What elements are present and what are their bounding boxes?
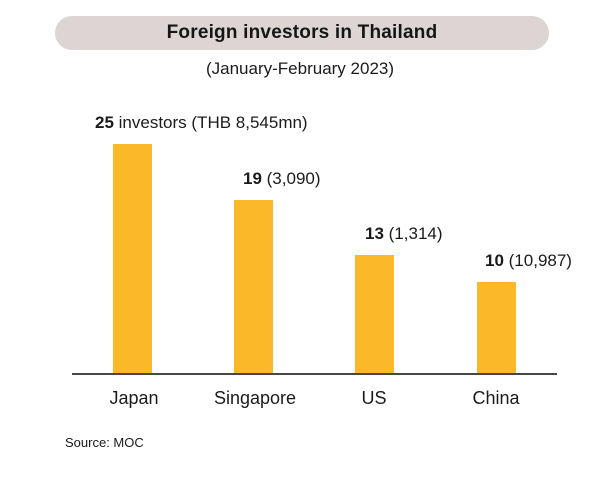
- bar-value-count-us: 13: [365, 224, 384, 243]
- bar-value-label-china: 10 (10,987): [485, 251, 572, 271]
- bar-japan: [113, 144, 152, 374]
- chart-title-pill: Foreign investors in Thailand: [55, 16, 549, 50]
- bar-value-detail-singapore: (3,090): [261, 169, 321, 188]
- source-note: Source: MOC: [65, 435, 144, 450]
- bar-value-label-singapore: 19 (3,090): [243, 169, 321, 189]
- bar-value-count-japan: 25: [95, 113, 114, 132]
- bar-value-detail-us: (1,314): [383, 224, 443, 243]
- bar-us: [355, 255, 394, 374]
- x-axis-line: [72, 373, 557, 375]
- bar-value-label-japan: 25 investors (THB 8,545mn): [95, 113, 308, 133]
- category-label-china: China: [472, 388, 520, 408]
- category-label-us: US: [361, 388, 387, 408]
- category-label-japan: Japan: [109, 388, 159, 408]
- category-label-singapore: Singapore: [213, 388, 297, 408]
- bar-value-detail-china: (10,987): [503, 251, 572, 270]
- bar-value-count-china: 10: [485, 251, 504, 270]
- bar-value-count-singapore: 19: [243, 169, 262, 188]
- bar-china: [477, 282, 516, 374]
- bar-singapore: [234, 200, 273, 374]
- bar-value-label-us: 13 (1,314): [365, 224, 443, 244]
- chart-title: Foreign investors in Thailand: [166, 22, 438, 43]
- chart-subtitle: (January-February 2023): [205, 59, 395, 78]
- bar-value-detail-japan: investors (THB 8,545mn): [113, 113, 308, 132]
